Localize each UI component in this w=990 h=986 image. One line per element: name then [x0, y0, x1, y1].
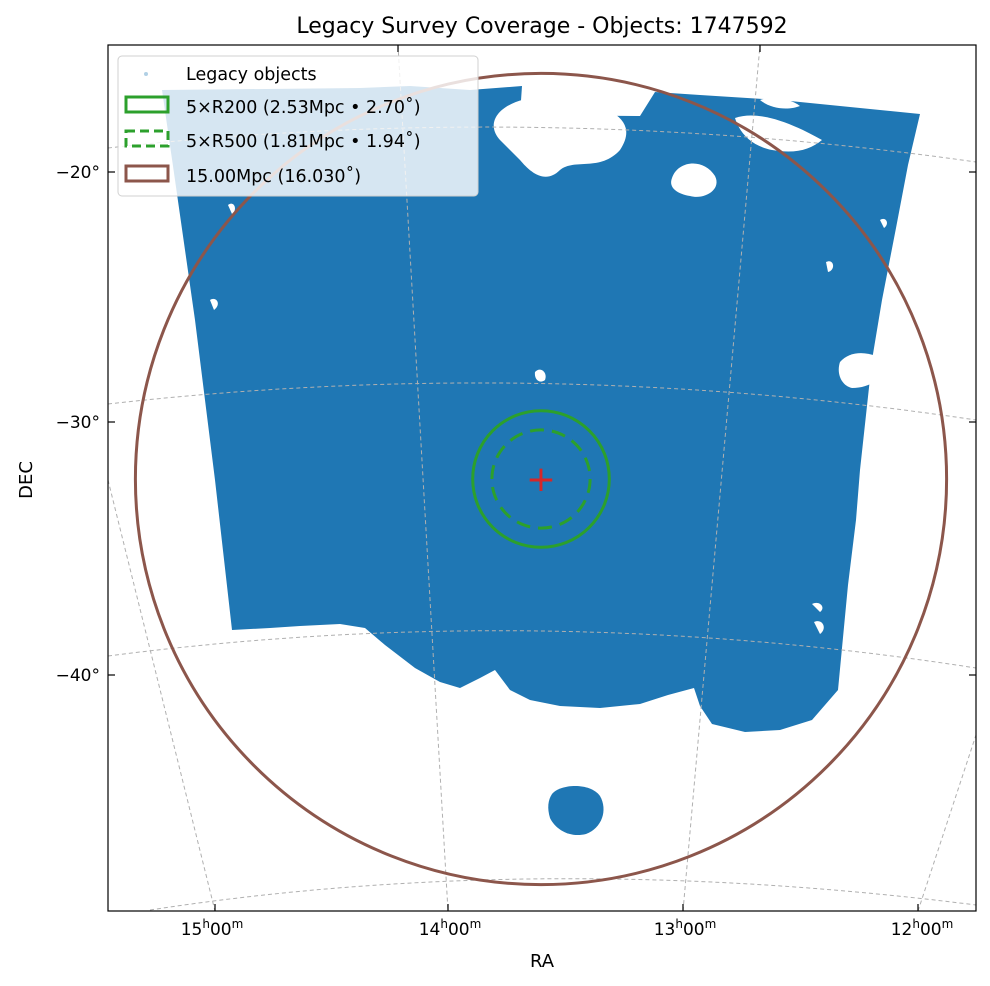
grid: [108, 45, 976, 911]
x-tick-m: m: [942, 917, 954, 931]
radius-circle: [133, 71, 949, 887]
x-tick-m: m: [232, 917, 244, 931]
legend-label: 5×R200 (2.53Mpc • 2.70˚): [186, 97, 421, 118]
x-tick-m: m: [705, 917, 717, 931]
grid-dec-line: [149, 878, 976, 911]
x-axis-label: RA: [530, 951, 555, 972]
x-tick-hours: 15: [181, 920, 203, 940]
legend-marker-15mpc: [124, 164, 170, 183]
radius-circle: [471, 409, 611, 549]
x-tick-hours: 14: [419, 920, 441, 940]
x-tick-label: 14h00m: [419, 917, 482, 940]
legend-marker-objects: [144, 72, 148, 76]
legend-label: 15.00Mpc (16.030˚): [186, 166, 361, 187]
legend-label: 5×R500 (1.81Mpc • 1.94˚): [186, 131, 421, 152]
x-tick-h: h: [440, 917, 448, 931]
legend-marker-r500: [124, 129, 170, 148]
x-tick-hours: 13: [654, 920, 676, 940]
x-tick-minutes: 00: [448, 920, 470, 940]
x-tick-h: h: [912, 917, 920, 931]
legend-label: Legacy objects: [186, 65, 317, 85]
y-tick-label: −40°: [56, 666, 100, 686]
tick-marks: [108, 45, 976, 911]
x-tick-label: 15h00m: [181, 917, 244, 940]
x-tick-label: 12h00m: [891, 917, 954, 940]
x-tick-minutes: 00: [210, 920, 232, 940]
legend-box: [117, 55, 479, 197]
grid-ra-line: [682, 45, 761, 911]
grid-ra-line: [917, 734, 976, 911]
y-axis-label: DEC: [16, 461, 37, 499]
x-tick-minutes: 00: [683, 920, 705, 940]
axes-frame: [107, 44, 977, 912]
grid-dec-line: [108, 126, 976, 163]
x-tick-label: 13h00m: [654, 917, 717, 940]
x-tick-h: h: [675, 917, 683, 931]
y-tick-label: −20°: [56, 163, 100, 183]
x-tick-minutes: 00: [920, 920, 942, 940]
x-tick-h: h: [202, 917, 210, 931]
x-tick-m: m: [470, 917, 482, 931]
grid-dec-line: [108, 382, 976, 421]
legacy-objects-footprint: [162, 86, 920, 836]
overlay-marks: +: [133, 71, 949, 887]
grid-ra-line: [397, 45, 449, 911]
center-marker: +: [526, 459, 556, 500]
radius-circle: [490, 428, 592, 530]
y-tick-label: −30°: [56, 413, 100, 433]
x-tick-hours: 12: [891, 920, 913, 940]
grid-dec-line: [108, 630, 976, 669]
chart-title: Legacy Survey Coverage - Objects: 174759…: [296, 14, 787, 39]
legend-marker-r200: [124, 95, 170, 114]
legend: Legacy objects 5×R200 (2.53Mpc • 2.70˚) …: [117, 55, 479, 197]
